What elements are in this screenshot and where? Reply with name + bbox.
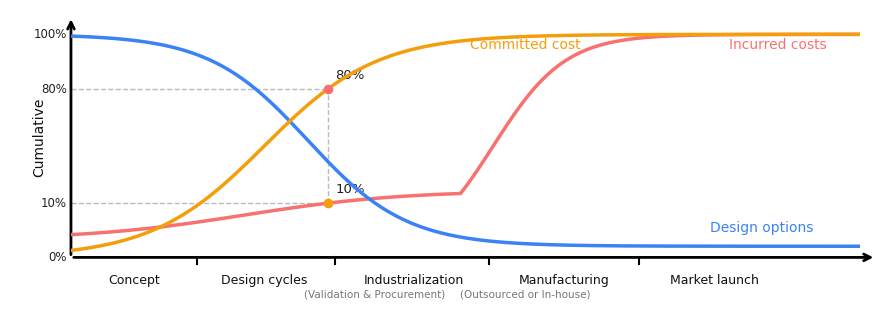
Text: Incurred costs: Incurred costs — [727, 38, 826, 52]
Text: (Outsourced or In-house): (Outsourced or In-house) — [459, 290, 589, 300]
Text: Manufacturing: Manufacturing — [518, 274, 609, 287]
Text: Industrialization: Industrialization — [364, 274, 464, 287]
Text: Market launch: Market launch — [669, 274, 758, 287]
Text: Design options: Design options — [709, 221, 812, 236]
Text: 100%: 100% — [34, 28, 67, 41]
Text: Design cycles: Design cycles — [221, 274, 307, 287]
Text: Concept: Concept — [108, 274, 159, 287]
Text: (Validation & Procurement): (Validation & Procurement) — [304, 290, 445, 300]
Text: Cumulative: Cumulative — [33, 97, 46, 177]
Text: Committed cost: Committed cost — [469, 38, 579, 52]
Text: 10%: 10% — [41, 197, 67, 210]
Text: 0%: 0% — [49, 251, 67, 264]
Text: 80%: 80% — [41, 82, 67, 96]
Text: 10%: 10% — [335, 183, 364, 196]
Text: 80%: 80% — [335, 69, 364, 82]
